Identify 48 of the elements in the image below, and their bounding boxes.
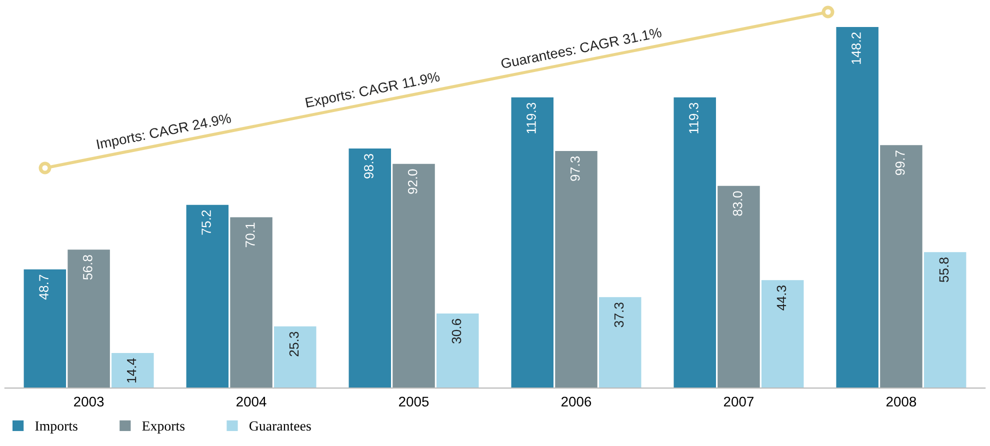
data-label: 55.8 <box>939 258 949 282</box>
bar <box>230 217 272 388</box>
data-label: 99.7 <box>895 150 905 176</box>
bar <box>112 352 154 388</box>
bar <box>348 148 392 388</box>
bar <box>24 269 66 388</box>
bar <box>836 26 878 388</box>
bar <box>598 297 642 388</box>
x-tick-label: 2006 <box>561 396 592 407</box>
data-label: 119.3 <box>526 102 536 134</box>
data-label: 44.3 <box>776 286 786 310</box>
x-tick-label: 2008 <box>886 396 916 407</box>
bar <box>555 150 598 388</box>
bar <box>392 164 435 388</box>
legend-label: Guarantees <box>249 421 311 431</box>
data-label: 48.7 <box>39 274 48 300</box>
data-label: 92.0 <box>408 169 418 194</box>
bar <box>674 97 716 388</box>
bar <box>511 97 554 388</box>
bar <box>761 280 804 388</box>
legend-label: Exports <box>142 421 185 434</box>
data-label: 56.8 <box>82 255 92 280</box>
data-label: 97.3 <box>570 156 580 181</box>
data-label: 75.2 <box>202 210 211 235</box>
bar <box>924 252 966 388</box>
x-tick-label: 2005 <box>399 396 429 407</box>
bar <box>436 313 479 388</box>
x-tick-label: 2004 <box>236 396 266 407</box>
annotation: Imports: CAGR 24.9% <box>96 113 232 152</box>
annotation: Guarantees: CAGR 31.1% <box>500 27 662 69</box>
bar <box>274 326 316 388</box>
data-label: 148.2 <box>852 32 861 64</box>
data-label: 119.3 <box>689 102 698 134</box>
bar <box>186 204 229 388</box>
bar <box>880 145 922 388</box>
data-label: 98.3 <box>364 154 374 178</box>
data-label: 83.0 <box>732 191 742 216</box>
legend-label: Imports <box>35 421 78 434</box>
data-label: 14.4 <box>126 358 136 382</box>
bar <box>68 250 110 388</box>
data-label: 25.3 <box>289 332 299 356</box>
x-tick-label: 2007 <box>724 396 754 407</box>
data-label: 37.3 <box>614 302 624 328</box>
annotation: Exports: CAGR 11.9% <box>305 71 441 110</box>
data-label: 30.6 <box>452 318 462 344</box>
x-tick-label: 2003 <box>74 396 104 407</box>
bar <box>718 186 760 388</box>
data-label: 70.1 <box>245 222 255 248</box>
